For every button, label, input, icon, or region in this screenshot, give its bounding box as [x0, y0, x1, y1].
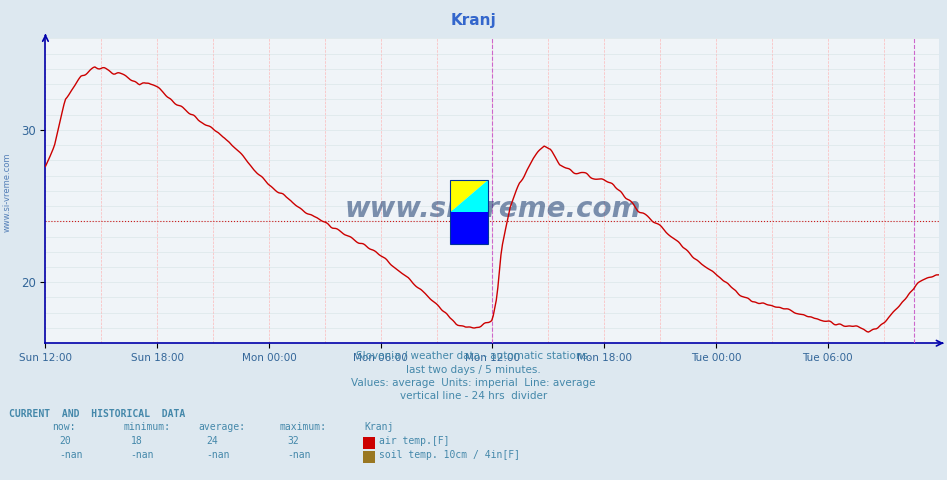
- Text: Kranj: Kranj: [365, 421, 394, 432]
- Text: 24: 24: [206, 436, 218, 446]
- Text: CURRENT  AND  HISTORICAL  DATA: CURRENT AND HISTORICAL DATA: [9, 408, 186, 419]
- Text: Values: average  Units: imperial  Line: average: Values: average Units: imperial Line: av…: [351, 378, 596, 388]
- Text: 32: 32: [287, 436, 298, 446]
- Text: average:: average:: [199, 421, 246, 432]
- Text: Kranj: Kranj: [451, 12, 496, 28]
- Polygon shape: [451, 212, 488, 244]
- Text: now:: now:: [52, 421, 76, 432]
- Text: 18: 18: [131, 436, 142, 446]
- Text: www.si-vreme.com: www.si-vreme.com: [344, 195, 641, 223]
- Bar: [451, 180, 488, 244]
- Text: air temp.[F]: air temp.[F]: [379, 436, 449, 446]
- Text: -nan: -nan: [287, 450, 311, 460]
- Text: -nan: -nan: [206, 450, 230, 460]
- Text: minimum:: minimum:: [123, 421, 170, 432]
- Polygon shape: [451, 180, 488, 212]
- Text: 20: 20: [60, 436, 71, 446]
- Text: Slovenia / weather data - automatic stations.: Slovenia / weather data - automatic stat…: [356, 351, 591, 361]
- Text: www.si-vreme.com: www.si-vreme.com: [3, 152, 12, 232]
- Text: maximum:: maximum:: [279, 421, 327, 432]
- Polygon shape: [451, 180, 488, 212]
- Text: last two days / 5 minutes.: last two days / 5 minutes.: [406, 365, 541, 374]
- Text: vertical line - 24 hrs  divider: vertical line - 24 hrs divider: [400, 391, 547, 401]
- Text: -nan: -nan: [60, 450, 83, 460]
- Text: -nan: -nan: [131, 450, 154, 460]
- Text: soil temp. 10cm / 4in[F]: soil temp. 10cm / 4in[F]: [379, 450, 520, 460]
